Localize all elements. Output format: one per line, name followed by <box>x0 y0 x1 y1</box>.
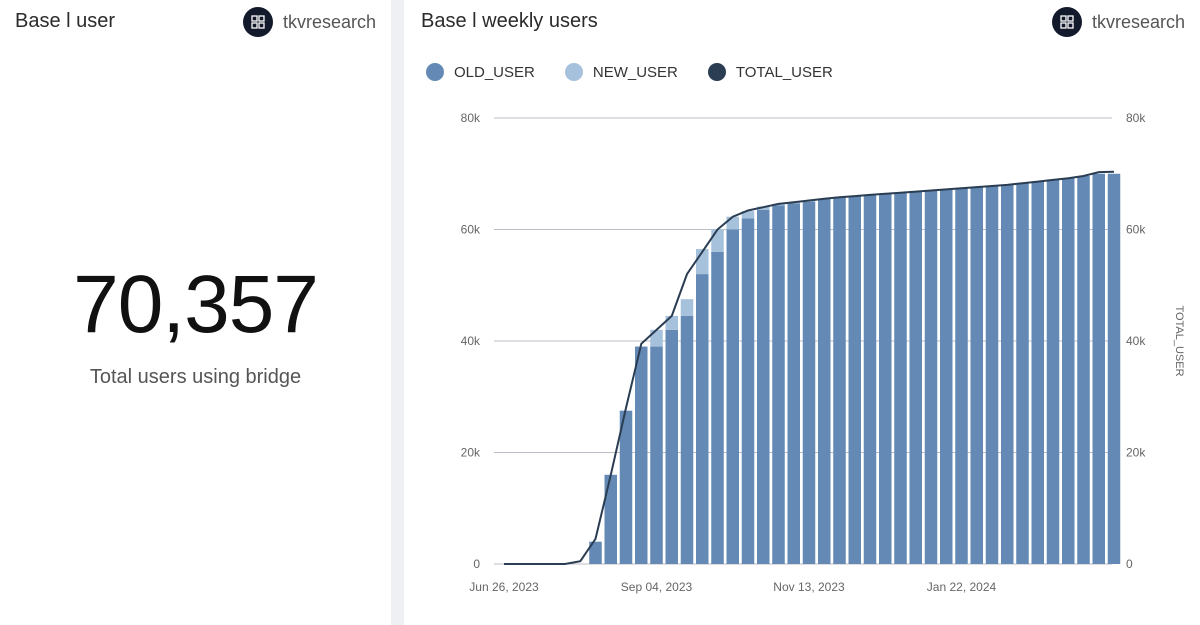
brand-name: tkvresearch <box>282 11 376 32</box>
bar-old-user <box>604 474 617 564</box>
bar-old-user <box>635 346 648 564</box>
bar-new-user <box>726 216 739 230</box>
bar-new-user <box>650 329 663 347</box>
legend-item-old-user[interactable]: OLD_USER <box>426 63 535 81</box>
bar-old-user <box>680 315 694 564</box>
bar-new-user <box>741 211 755 219</box>
bar-old-user <box>696 274 709 564</box>
y-tick-label: 40k <box>461 334 481 348</box>
legend-swatch-old-user <box>426 63 444 81</box>
legend-item-total-user[interactable]: TOTAL_USER <box>707 63 833 81</box>
bar-old-user <box>589 541 602 564</box>
bar-old-user <box>1062 178 1075 564</box>
bar-old-user <box>1001 184 1014 564</box>
bar-old-user <box>726 229 739 564</box>
tkvresearch-logo-icon <box>242 7 273 37</box>
bar-old-user <box>833 197 846 565</box>
bar-old-user <box>1107 173 1121 564</box>
y-tick-label: 20k <box>461 446 481 460</box>
total-users-card: Base l user tkvresearch 70,357 Total use… <box>0 0 391 625</box>
bar-old-user <box>711 251 724 565</box>
bar-new-user <box>680 299 694 316</box>
y2-tick-label: 60k <box>1126 223 1146 237</box>
y2-tick-label: 80k <box>1126 111 1146 125</box>
legend-item-new-user[interactable]: NEW_USER <box>564 63 678 81</box>
bar-old-user <box>909 191 922 564</box>
bar-old-user <box>818 198 831 564</box>
total-user-line <box>504 170 1115 565</box>
bar-old-user <box>924 190 938 564</box>
bar-old-user <box>1077 175 1090 565</box>
weekly-users-chart: 0 0 20k 20k 40k 40k 60k 60k 80k 80k Jun 26, 2023 Se… <box>461 111 1185 594</box>
legend-swatch-total-user <box>707 63 726 81</box>
bar-old-user <box>970 187 983 564</box>
bar-old-user <box>650 346 663 564</box>
x-tick-label: Nov 13, 2023 <box>773 580 845 594</box>
brand-name: tkvresearch <box>1091 11 1185 32</box>
bar-old-user <box>619 410 633 564</box>
chart-legend: OLD_USER NEW_USER TOTAL_USER <box>426 63 833 81</box>
x-tick-label: Jun 26, 2023 <box>469 580 539 594</box>
bar-old-user <box>879 193 892 564</box>
legend-label: NEW_USER <box>592 63 678 81</box>
y2-tick-label: 40k <box>1126 334 1146 348</box>
bars <box>589 173 1121 565</box>
bar-old-user <box>863 194 877 564</box>
y2-tick-label: 0 <box>1126 557 1133 571</box>
axis-labels: 0 0 20k 20k 40k 40k 60k 60k 80k 80k Jun 26, 2023 Se… <box>461 111 1185 594</box>
brand[interactable]: tkvresearch <box>1051 7 1185 37</box>
bar-old-user <box>802 201 816 564</box>
tkvresearch-logo-icon <box>1051 7 1082 37</box>
legend-label: TOTAL_USER <box>735 63 833 81</box>
bar-old-user <box>848 196 861 565</box>
brand[interactable]: tkvresearch <box>242 7 376 37</box>
card-title: Base l weekly users <box>421 10 598 32</box>
legend-swatch-new-user <box>564 63 583 81</box>
bar-old-user <box>1092 173 1105 564</box>
bar-new-user <box>757 206 770 210</box>
weekly-users-card: 0 0 20k 20k 40k 40k 60k 60k 80k 80k Jun 26, 2023 Se… <box>404 0 1200 625</box>
legend-label: OLD_USER <box>454 63 535 81</box>
bar-old-user <box>741 218 755 564</box>
bar-new-user <box>711 229 724 252</box>
x-tick-label: Sep 04, 2023 <box>621 580 693 594</box>
bar-old-user <box>894 192 907 564</box>
bar-new-user <box>665 315 678 330</box>
bar-old-user <box>955 188 968 564</box>
y-tick-label: 0 <box>473 557 480 571</box>
x-tick-label: Jan 22, 2024 <box>927 580 997 594</box>
bar-old-user <box>1046 179 1060 564</box>
bar-old-user <box>757 209 770 565</box>
y2-axis-title: TOTAL_USER <box>1173 305 1185 376</box>
y-tick-label: 60k <box>461 223 481 237</box>
bar-old-user <box>1031 181 1044 564</box>
total-users-value: 70,357 <box>73 259 319 350</box>
bar-old-user <box>940 189 953 565</box>
card-title: Base l user <box>15 10 116 32</box>
y-tick-label: 80k <box>461 111 481 125</box>
bar-old-user <box>985 186 999 564</box>
bar-old-user <box>772 205 785 564</box>
bar-old-user <box>665 329 678 564</box>
total-users-caption: Total users using bridge <box>89 366 302 388</box>
y2-tick-label: 20k <box>1126 446 1146 460</box>
bar-old-user <box>787 203 800 565</box>
bar-old-user <box>1016 183 1029 565</box>
